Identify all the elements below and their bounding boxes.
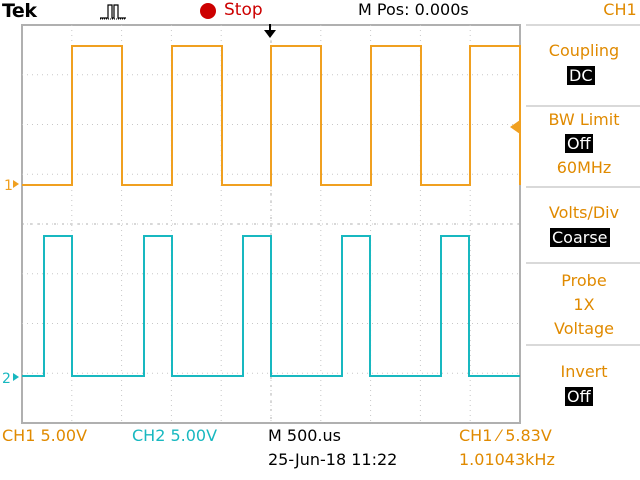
timebase-readout: M 500.us [268, 426, 341, 445]
menu-divider [526, 105, 640, 107]
graticule-grid [21, 24, 521, 424]
brand-logo: Tek [2, 0, 37, 22]
invert-value: Off [565, 387, 593, 406]
top-status-bar: Tek Stop M Pos: 0.000s [0, 0, 524, 22]
invert-button[interactable]: Off [565, 387, 593, 406]
invert-label[interactable]: Invert [560, 362, 608, 381]
ch2-waveform [22, 235, 520, 377]
coupling-value: DC [567, 66, 595, 85]
ch1-scale-readout: CH1 5.00V [2, 426, 88, 445]
frequency-readout: 1.01043kHz [459, 450, 555, 469]
bw-limit-value: Off [565, 134, 593, 153]
bw-limit-label[interactable]: BW Limit [548, 110, 620, 129]
pulse-acq-icon [100, 2, 128, 24]
bw-limit-note: 60MHz [556, 158, 612, 177]
volts-div-label[interactable]: Volts/Div [548, 203, 620, 222]
ch2-scale-readout: CH2 5.00V [132, 426, 218, 445]
trigger-readout: CH1 ⁄ 5.83V [459, 426, 552, 445]
trigger-level-arrow-icon [510, 120, 520, 134]
date-time-readout: 25-Jun-18 11:22 [268, 450, 398, 469]
menu-divider [526, 186, 640, 188]
bw-limit-button[interactable]: Off [565, 134, 593, 153]
probe-type: Voltage [553, 319, 614, 338]
probe-attenuation: 1X [573, 295, 595, 314]
menu-divider [526, 344, 640, 346]
volts-div-button[interactable]: Coarse [550, 228, 610, 247]
trigger-position-arrow-icon [264, 30, 276, 38]
stop-circle-icon [200, 3, 216, 19]
coupling-button[interactable]: DC [567, 66, 595, 85]
waveform-display: 1 2 [2, 24, 521, 424]
menu-title: CH1 [603, 0, 637, 19]
coupling-label[interactable]: Coupling [548, 41, 620, 60]
horizontal-position-readout: M Pos: 0.000s [358, 0, 469, 19]
volts-div-value: Coarse [550, 228, 610, 247]
menu-divider [526, 262, 640, 264]
run-state-label: Stop [224, 0, 263, 20]
probe-label[interactable]: Probe [561, 271, 607, 290]
ch1-waveform [22, 45, 521, 186]
bottom-status-bar: CH1 5.00V CH2 5.00V M 500.us 25-Jun-18 1… [0, 426, 640, 480]
ch2-ground-marker: 2 [2, 371, 11, 387]
menu-divider [526, 24, 640, 26]
ch1-ground-marker: 1 [4, 178, 13, 194]
